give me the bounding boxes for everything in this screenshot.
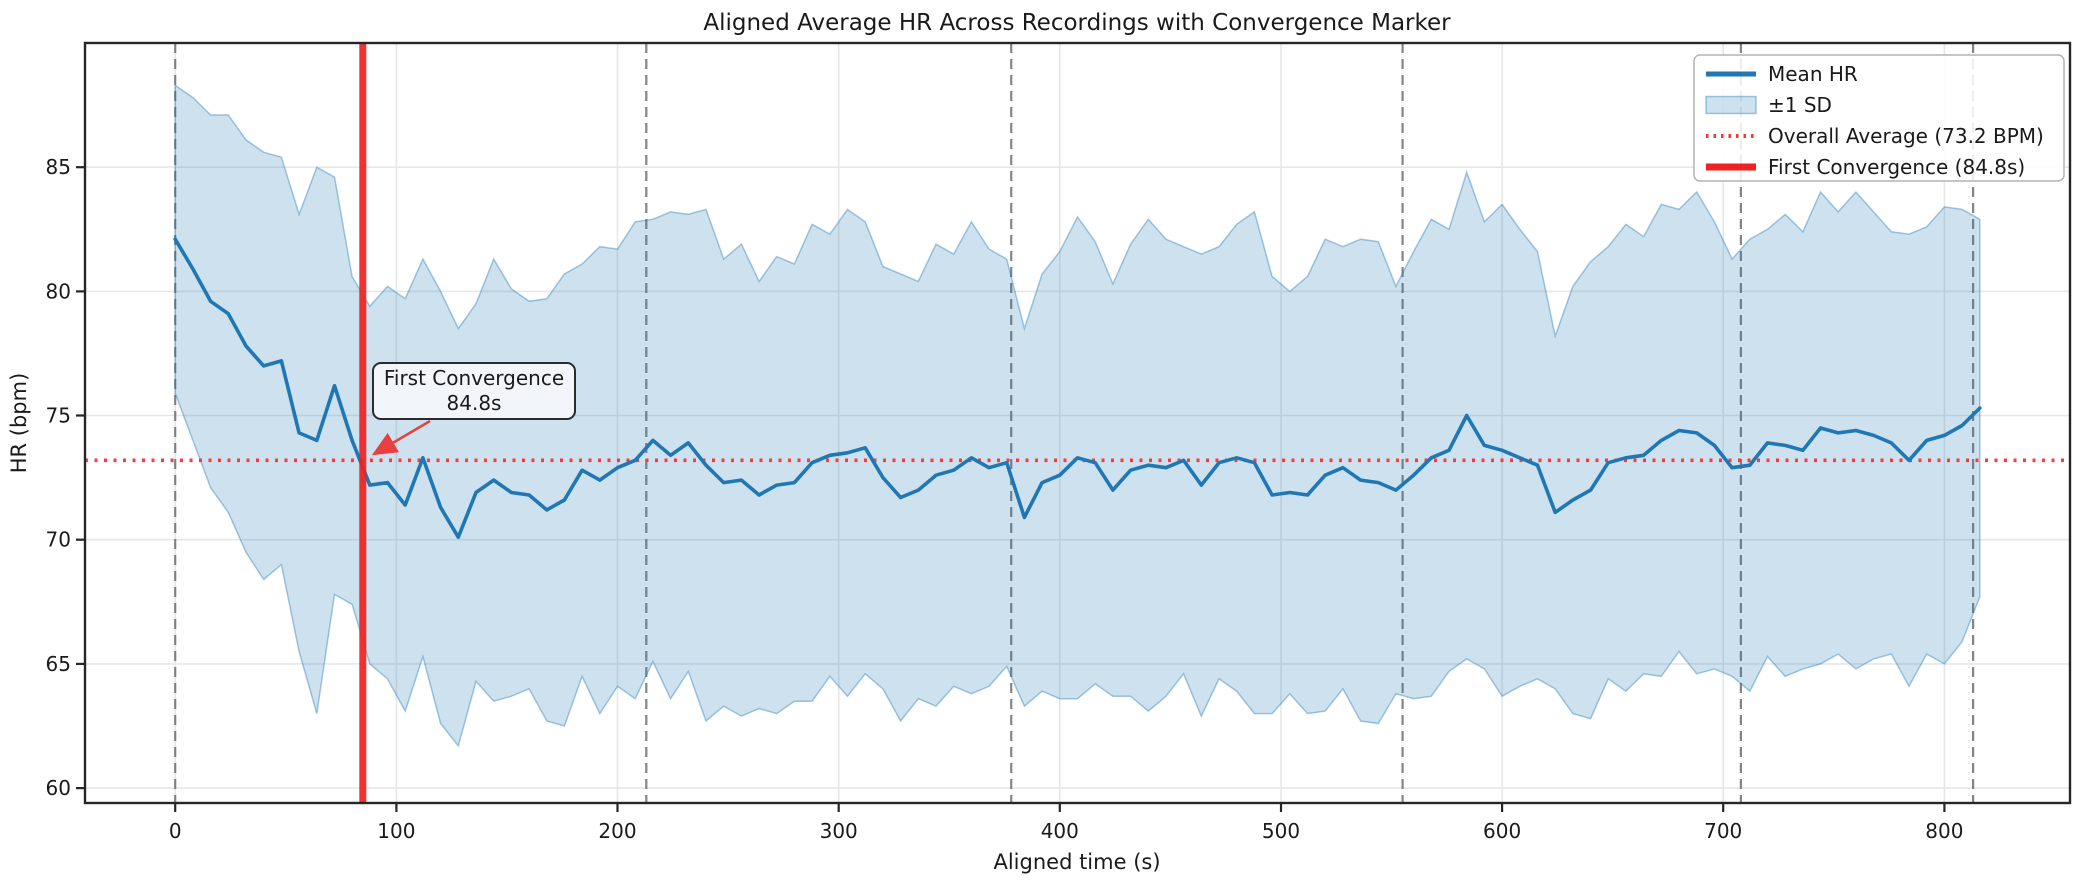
x-tick-label: 100 (377, 819, 415, 843)
y-tick-label: 65 (46, 652, 71, 676)
x-tick-label: 0 (169, 819, 182, 843)
x-tick-label: 800 (1925, 819, 1963, 843)
legend-item-mean-hr: Mean HR (1706, 62, 1858, 86)
legend-item-overall-average: Overall Average (73.2 BPM) (1706, 124, 2044, 148)
x-axis-label: Aligned time (s) (993, 850, 1160, 874)
y-tick-label: 60 (46, 776, 71, 800)
annotation-box (372, 362, 576, 420)
x-tick-label: 400 (1041, 819, 1079, 843)
chart-title: Aligned Average HR Across Recordings wit… (703, 10, 1451, 36)
x-axis-ticks: 0 100 200 300 400 500 600 700 800 (169, 803, 1963, 843)
recording-marker-lines (174, 43, 1975, 803)
mean-hr-line (173, 237, 1982, 539)
annotation-arrow (371, 419, 431, 456)
y-axis-ticks: 60 65 70 75 80 85 (46, 155, 85, 800)
annotation-callout: First Convergence 84.8s (371, 362, 576, 456)
y-tick-label: 85 (46, 155, 71, 179)
sd-band-swatch (1705, 95, 1757, 115)
legend-label: Mean HR (1768, 62, 1858, 86)
annotation-text-line2: 84.8s (447, 391, 502, 415)
y-tick-label: 70 (46, 528, 71, 552)
legend-item-first-convergence: First Convergence (84.8s) (1706, 155, 2025, 179)
annotation-text-line1: First Convergence (384, 366, 564, 390)
sd-band (174, 83, 1981, 748)
x-tick-label: 600 (1483, 819, 1521, 843)
y-tick-label: 75 (46, 404, 71, 428)
axes-spines (83, 41, 2072, 805)
y-axis-label: HR (bpm) (7, 373, 31, 474)
legend-label: Overall Average (73.2 BPM) (1768, 124, 2044, 148)
x-tick-label: 200 (598, 819, 636, 843)
legend: Mean HR ±1 SD Overall Average (73.2 BPM)… (1693, 54, 2065, 182)
legend-item-sd-band: ±1 SD (1705, 93, 1832, 117)
x-tick-label: 300 (820, 819, 858, 843)
legend-label: ±1 SD (1768, 93, 1832, 117)
x-tick-label: 700 (1704, 819, 1742, 843)
legend-label: First Convergence (84.8s) (1768, 155, 2025, 179)
x-tick-label: 500 (1262, 819, 1300, 843)
y-tick-label: 80 (46, 279, 71, 303)
legend-frame (1693, 54, 2065, 182)
